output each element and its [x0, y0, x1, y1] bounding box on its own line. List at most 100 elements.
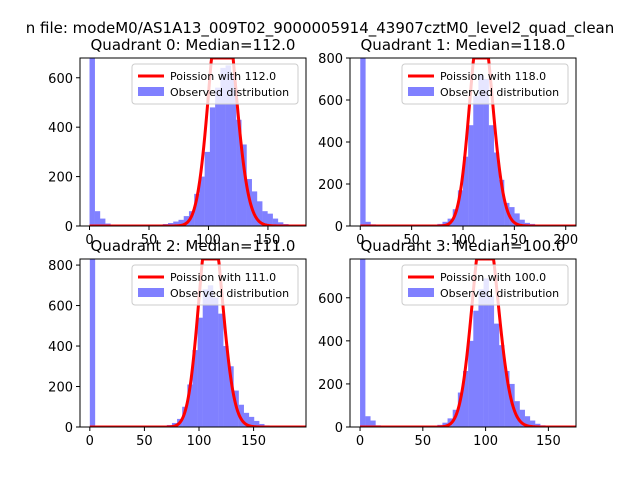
- y-tick-label: 600: [48, 72, 73, 87]
- legend: Poission with 111.0 Observed distribution: [131, 264, 299, 306]
- y-tick-label: 800: [318, 52, 343, 67]
- legend-box: [401, 264, 569, 306]
- histogram-bar: [483, 79, 489, 226]
- histogram-bar: [199, 176, 205, 226]
- histogram-bar: [277, 222, 284, 226]
- histogram-bar: [178, 219, 184, 226]
- x-tick-label: 100: [451, 233, 476, 248]
- legend-label-poisson: Poission with 111.0: [170, 271, 276, 284]
- y-tick-label: 600: [318, 292, 343, 307]
- histogram-bar: [457, 190, 464, 226]
- histogram-bar: [218, 313, 224, 427]
- histogram-bar: [230, 75, 237, 226]
- x-tick-label: 150: [502, 233, 527, 248]
- y-tick-label: 400: [48, 340, 73, 355]
- y-tick-label: 200: [318, 378, 343, 393]
- histogram-bar: [499, 345, 505, 427]
- plot-area: [89, 58, 306, 226]
- subplot-quadrant-3: 0 50 100 150 0 200 400 600 Quadrant 3: Median=10…: [318, 237, 577, 449]
- y-tick-label: 0: [335, 421, 343, 436]
- histogram-bar: [225, 65, 232, 226]
- histogram-bar: [365, 416, 371, 427]
- histogram-bar: [243, 412, 250, 427]
- axes-frame: [79, 258, 307, 428]
- legend-swatch-observed: [408, 87, 434, 96]
- histogram-bar: [204, 151, 211, 226]
- legend-label-poisson: Poission with 118.0: [440, 70, 546, 83]
- subplot-quadrant-0: 0 50 100 150 0 200 400 600 Quadrant 0: Median=11…: [48, 36, 307, 248]
- x-tick-label: 200: [553, 233, 578, 248]
- legend-swatch-observed: [408, 288, 434, 297]
- y-tick-label: 400: [318, 136, 343, 151]
- subplot-quadrant-1: 0 50 100 150 200 0 200 400 600 800 Quadrant 1: Med…: [318, 36, 578, 248]
- legend-swatch-observed: [138, 87, 164, 96]
- histogram-bar: [192, 350, 198, 427]
- histogram-bar: [207, 285, 214, 427]
- histogram-bar: [529, 420, 536, 427]
- histogram-bar: [197, 317, 203, 427]
- histogram-bar: [504, 371, 510, 427]
- histogram-bar: [182, 406, 188, 427]
- histogram-bar: [483, 278, 489, 427]
- subplot-title: Quadrant 1: Median=118.0: [361, 36, 566, 54]
- legend-box: [131, 264, 299, 306]
- histogram-bar: [256, 201, 263, 226]
- poisson-curve: [89, 259, 306, 427]
- histogram-bar: [535, 423, 541, 427]
- histogram-bar: [251, 191, 258, 226]
- histogram-bar: [360, 58, 366, 226]
- histogram-bar: [463, 371, 469, 427]
- y-tick-label: 400: [48, 121, 73, 136]
- y-tick-label: 200: [318, 178, 343, 193]
- histogram-bar: [248, 416, 255, 427]
- histogram-bar: [514, 213, 520, 226]
- plot-area: [360, 259, 576, 427]
- y-tick-label: 600: [318, 94, 343, 109]
- histogram-bar: [493, 152, 500, 226]
- x-tick-label: 100: [196, 233, 221, 248]
- histogram-bar: [504, 202, 510, 226]
- histogram-bar: [488, 295, 495, 427]
- legend-label-observed: Observed distribution: [170, 86, 289, 99]
- histogram-bar: [524, 416, 531, 427]
- figure-suptitle: n file: modeM0/AS1A13_009T02_9000005914_…: [26, 19, 615, 38]
- histogram-bar: [238, 404, 244, 427]
- histogram-bar: [183, 216, 190, 226]
- x-tick-label: 0: [356, 233, 364, 248]
- x-tick-label: 50: [415, 434, 432, 449]
- histogram-bar: [220, 67, 226, 226]
- histogram-bar: [187, 384, 193, 427]
- histogram-bar: [468, 125, 474, 226]
- histogram-bar: [89, 259, 96, 427]
- subplot-title: Quadrant 2: Median=111.0: [91, 237, 296, 255]
- legend-box: [401, 63, 569, 105]
- histogram-bar: [473, 95, 479, 226]
- legend-label-observed: Observed distribution: [440, 86, 559, 99]
- legend-label-observed: Observed distribution: [440, 287, 559, 300]
- histogram-bar: [498, 179, 505, 226]
- legend-label-observed: Observed distribution: [170, 287, 289, 300]
- histogram-bar: [478, 289, 484, 427]
- subplot-quadrant-2: 0 50 100 150 0 200 400 600 800 Quadrant 2: Median…: [48, 237, 307, 449]
- legend-box: [131, 63, 299, 105]
- histogram-bar: [215, 87, 221, 226]
- x-tick-label: 100: [473, 434, 498, 449]
- y-tick-label: 200: [48, 171, 73, 186]
- y-tick-label: 0: [65, 421, 73, 436]
- y-tick-label: 800: [48, 259, 73, 274]
- histogram-bar: [212, 297, 219, 427]
- legend-label-poisson: Poission with 112.0: [170, 70, 276, 83]
- histogram-bar: [94, 211, 101, 226]
- legend-label-poisson: Poission with 100.0: [440, 271, 546, 284]
- histogram-bar: [509, 207, 515, 226]
- histogram-bar: [228, 366, 234, 427]
- y-tick-label: 400: [318, 335, 343, 350]
- histogram-bar: [194, 193, 200, 226]
- x-tick-label: 0: [85, 233, 93, 248]
- x-tick-label: 150: [241, 434, 266, 449]
- x-tick-label: 100: [187, 434, 212, 449]
- histogram-bar: [457, 392, 464, 427]
- axes-frame: [349, 258, 577, 428]
- x-tick-label: 50: [403, 233, 420, 248]
- x-tick-label: 150: [256, 233, 281, 248]
